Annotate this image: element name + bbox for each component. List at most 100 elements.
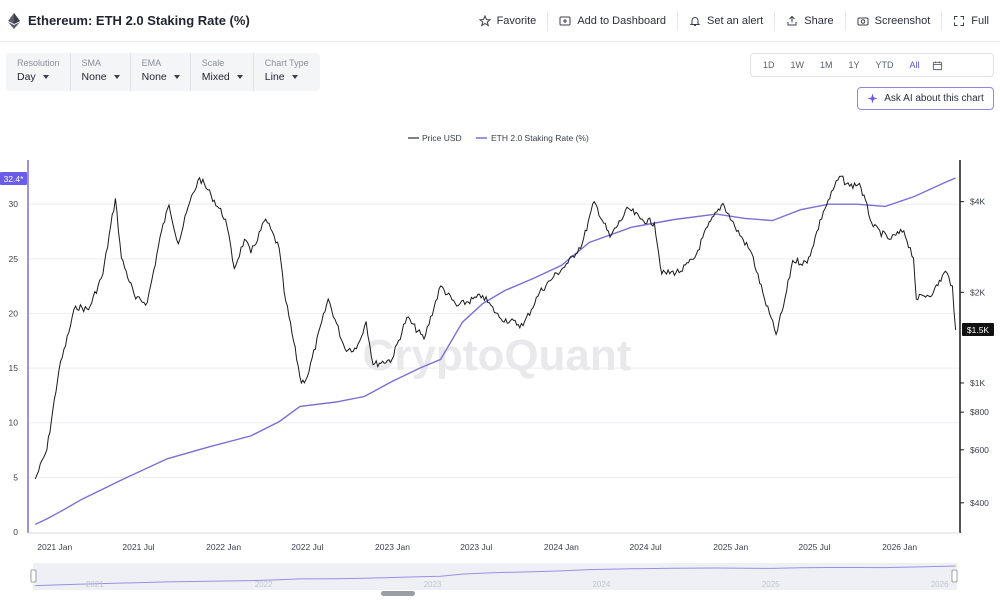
share-button[interactable]: Share — [774, 11, 844, 31]
scale-value: Mixed — [201, 71, 230, 83]
caret-down-icon — [173, 75, 180, 79]
legend-price[interactable]: Price USD — [422, 133, 462, 143]
left-tick-label: 5 — [13, 472, 18, 482]
share-label: Share — [804, 15, 834, 27]
x-tick-label: 2022 Jan — [206, 542, 241, 552]
caret-down-icon — [236, 75, 243, 79]
range-1y[interactable]: 1Y — [848, 60, 860, 70]
x-tick-label: 2021 Jan — [37, 542, 72, 552]
range-1d[interactable]: 1D — [763, 60, 775, 70]
chart-type-label: Chart Type — [264, 58, 309, 68]
chart-controls: Resolution Day SMA None EMA None Scale M… — [6, 53, 320, 91]
navigator-scrollbar[interactable] — [381, 591, 415, 596]
sma-select[interactable]: SMA None — [69, 53, 130, 91]
navigator-year-label: 2021 — [86, 580, 104, 589]
favorite-label: Favorite — [496, 15, 537, 27]
dashboard-add-icon — [559, 16, 571, 26]
navigator-left-handle[interactable] — [30, 569, 37, 583]
ethereum-logo-icon — [8, 12, 20, 29]
x-axis-ticks: 2021 Jan 2021 Jul 2022 Jan 2022 Jul 2023 Jan… — [37, 542, 917, 552]
price-series[interactable] — [34, 175, 957, 480]
right-current-value: $1.5K — [967, 325, 990, 335]
navigator-year-label: 2026 — [931, 580, 949, 589]
navigator-year-label: 2022 — [255, 580, 273, 589]
caret-down-icon — [291, 75, 298, 79]
navigator-year-label: 2025 — [762, 580, 780, 589]
chart-header: Ethereum: ETH 2.0 Staking Rate (%) Favor… — [0, 0, 1000, 42]
set-alert-button[interactable]: Set an alert — [676, 11, 774, 31]
left-current-value: 32.4* — [4, 174, 25, 184]
right-current-marker-bg — [962, 323, 994, 336]
right-axis-ticks: $400 $600 $800 $1K $2K $4K — [960, 197, 989, 508]
left-tick-label: 15 — [9, 363, 19, 373]
fullscreen-button[interactable]: Full — [941, 11, 1000, 31]
left-current-marker: 32.4* — [0, 172, 27, 185]
favorite-button[interactable]: Favorite — [468, 11, 548, 31]
x-tick-label: 2023 Jul — [460, 542, 492, 552]
right-current-marker: $1.5K — [962, 323, 994, 336]
navigator-years: 2021 2022 2023 2024 2025 2026 — [86, 580, 949, 589]
resolution-label: Resolution — [17, 58, 60, 68]
page-title: Ethereum: ETH 2.0 Staking Rate (%) — [28, 13, 250, 28]
left-tick-label: 30 — [9, 199, 19, 209]
left-tick-label: 25 — [9, 254, 19, 264]
add-to-dashboard-button[interactable]: Add to Dashboard — [547, 11, 677, 31]
bell-icon — [689, 17, 701, 26]
x-tick-label: 2025 Jul — [798, 542, 830, 552]
left-tick-label: 10 — [9, 418, 19, 428]
x-tick-label: 2024 Jan — [544, 542, 579, 552]
chart-type-select[interactable]: Chart Type Line — [252, 53, 319, 91]
navigator-year-label: 2023 — [424, 580, 442, 589]
legend-staking[interactable]: ETH 2.0 Staking Rate (%) — [491, 133, 589, 143]
ema-label: EMA — [141, 58, 162, 68]
right-tick-label: $2K — [970, 287, 985, 297]
staking-rate-series[interactable] — [35, 177, 956, 526]
x-tick-label: 2024 Jul — [630, 542, 662, 552]
calendar-icon[interactable] — [932, 60, 943, 71]
sma-label: SMA — [81, 58, 102, 68]
x-tick-label: 2023 Jan — [375, 542, 410, 552]
right-tick-label: $400 — [970, 498, 989, 508]
scale-select[interactable]: Scale Mixed — [189, 53, 253, 91]
caret-down-icon — [42, 75, 49, 79]
range-1w[interactable]: 1W — [790, 60, 805, 70]
x-tick-label: 2025 Jan — [713, 542, 748, 552]
x-tick-label: 2026 Jan — [882, 542, 917, 552]
camera-icon — [857, 17, 869, 26]
navigator-right-handle[interactable] — [951, 569, 958, 583]
left-axis-ticks: 0 5 10 15 20 25 30 — [9, 199, 19, 537]
resolution-value: Day — [17, 71, 36, 83]
right-tick-label: $600 — [970, 445, 989, 455]
caret-down-icon — [113, 75, 120, 79]
navigator-track[interactable] — [33, 563, 957, 590]
set-alert-label: Set an alert — [706, 15, 764, 27]
legend: Price USD ETH 2.0 Staking Rate (%) — [408, 133, 589, 143]
right-tick-label: $4K — [970, 197, 985, 207]
range-all[interactable]: All — [909, 60, 920, 70]
left-tick-label: 20 — [9, 308, 19, 318]
sma-value: None — [81, 71, 107, 83]
range-ytd[interactable]: YTD — [875, 60, 894, 70]
add-to-dashboard-label: Add to Dashboard — [577, 15, 666, 27]
right-tick-label: $1K — [970, 378, 985, 388]
time-range-selector: 1D 1W 1M 1Y YTD All — [750, 53, 994, 77]
star-icon — [478, 15, 491, 27]
scale-label: Scale — [201, 58, 225, 68]
sparkle-icon — [867, 93, 878, 104]
fullscreen-label: Full — [971, 15, 989, 27]
screenshot-button[interactable]: Screenshot — [844, 11, 942, 31]
watermark: CryptoQuant — [363, 331, 632, 380]
range-1m[interactable]: 1M — [820, 60, 833, 70]
share-icon — [787, 15, 797, 26]
resolution-select[interactable]: Resolution Day — [6, 53, 70, 91]
ema-value: None — [141, 71, 167, 83]
screenshot-label: Screenshot — [874, 15, 931, 27]
navigator[interactable]: 2021 2022 2023 2024 2025 2026 — [30, 563, 958, 596]
left-current-marker-bg — [0, 172, 27, 185]
navigator-series — [35, 565, 956, 587]
ask-ai-label: Ask AI about this chart — [884, 93, 984, 104]
left-tick-label: 0 — [13, 527, 18, 537]
ema-select[interactable]: EMA None — [129, 53, 190, 91]
ask-ai-button[interactable]: Ask AI about this chart — [857, 87, 994, 110]
